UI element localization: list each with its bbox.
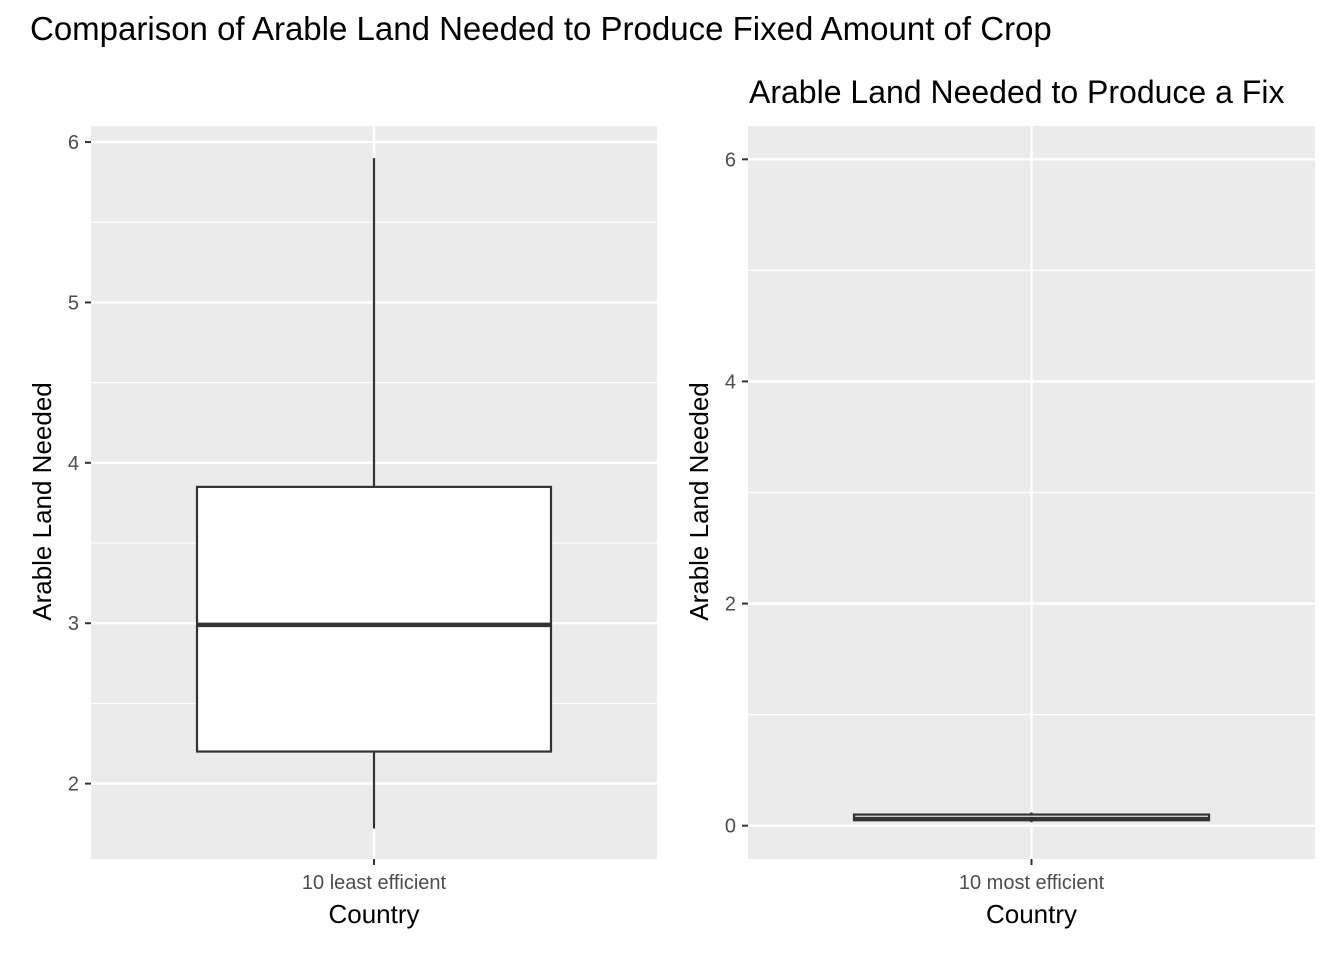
y-tick-label: 2 [68,774,79,796]
y-tick-label: 6 [725,149,736,171]
y-axis-title: Arable Land Needed [684,382,714,621]
y-tick-label: 4 [68,453,79,475]
x-axis-title: Country [328,899,419,929]
y-axis-title: Arable Land Needed [27,382,57,621]
x-tick-label: 10 most efficient [959,872,1105,894]
panel-1: 2 3 4 5 6 10 least efficient Country Arable Lan… [27,126,657,929]
y-tick-label: 5 [68,292,79,314]
box-iqr [195,485,553,753]
y-tick-label: 6 [68,132,79,154]
x-axis-title: Country [986,899,1077,929]
x-tick-label: 10 least efficient [302,872,447,894]
figure-title: Comparison of Arable Land Needed to Prod… [30,10,1052,47]
y-tick-label: 0 [725,816,736,838]
y-tick-label: 4 [725,371,736,393]
panel-title: Arable Land Needed to Produce a Fix [749,74,1284,110]
panel-2: 0 2 4 6 10 most efficient Country Arable Land … [684,74,1315,929]
y-tick-label: 3 [68,613,79,635]
y-tick-label: 2 [725,594,736,616]
